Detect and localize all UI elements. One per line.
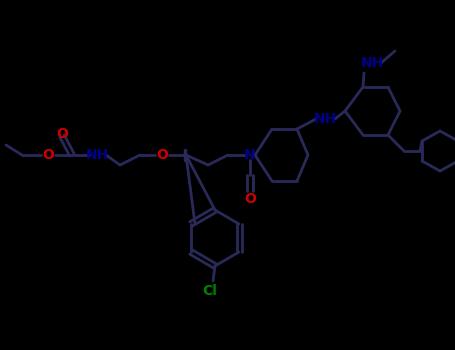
Text: O: O bbox=[244, 192, 256, 206]
Text: NH: NH bbox=[360, 56, 384, 70]
Text: O: O bbox=[56, 127, 68, 141]
Text: NH: NH bbox=[313, 112, 337, 126]
Text: O: O bbox=[42, 148, 54, 162]
Text: NH: NH bbox=[86, 148, 109, 162]
Text: N: N bbox=[244, 148, 256, 162]
Text: O: O bbox=[156, 148, 168, 162]
Text: Cl: Cl bbox=[202, 284, 217, 298]
